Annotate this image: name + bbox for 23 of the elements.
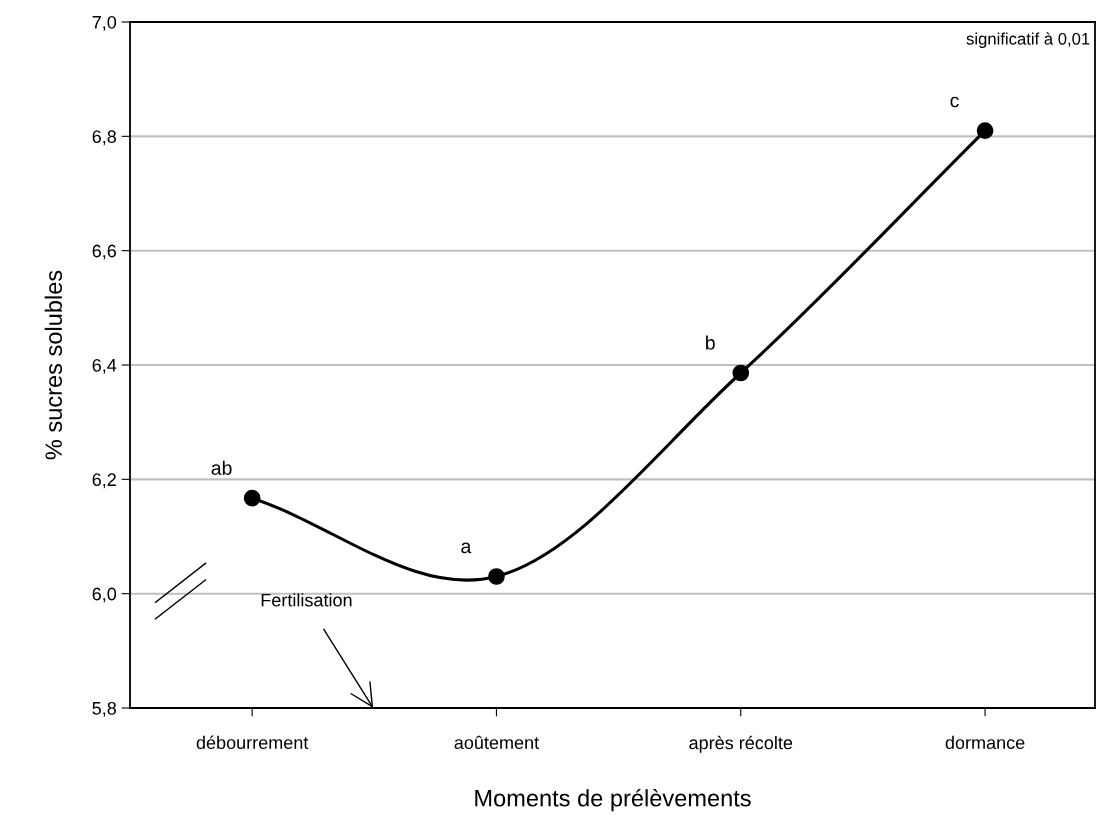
annotation: Fertilisation xyxy=(261,593,352,607)
y-tick-label: 6,8 xyxy=(92,130,117,146)
y-axis-title: % sucres solubles xyxy=(44,270,63,460)
annotation: ab xyxy=(211,460,232,475)
y-tick-label: 6,6 xyxy=(92,244,117,260)
point xyxy=(243,489,261,507)
point xyxy=(732,364,750,382)
x-tick-label: dormance xyxy=(945,735,1025,750)
annotation: c xyxy=(950,96,959,108)
x-tick-label: débourrement xyxy=(196,735,309,750)
annotation: significatif à 0,01 xyxy=(966,32,1090,49)
y-tick-label: 7,0 xyxy=(92,15,117,31)
x-tick-label: après récolte xyxy=(689,735,793,753)
annotation: a xyxy=(461,542,472,554)
y-tick-label: 6,0 xyxy=(92,587,117,603)
y-tick-label: 6,4 xyxy=(92,358,117,374)
point xyxy=(976,122,994,139)
y-tick-label: 6,2 xyxy=(92,473,116,489)
y-tick-label: 5,8 xyxy=(92,701,117,717)
x-tick-label: aoûtement xyxy=(454,735,539,750)
annotation: b xyxy=(706,335,715,350)
point xyxy=(488,568,505,585)
x-axis-title: Moments de prélèvements xyxy=(475,788,751,812)
